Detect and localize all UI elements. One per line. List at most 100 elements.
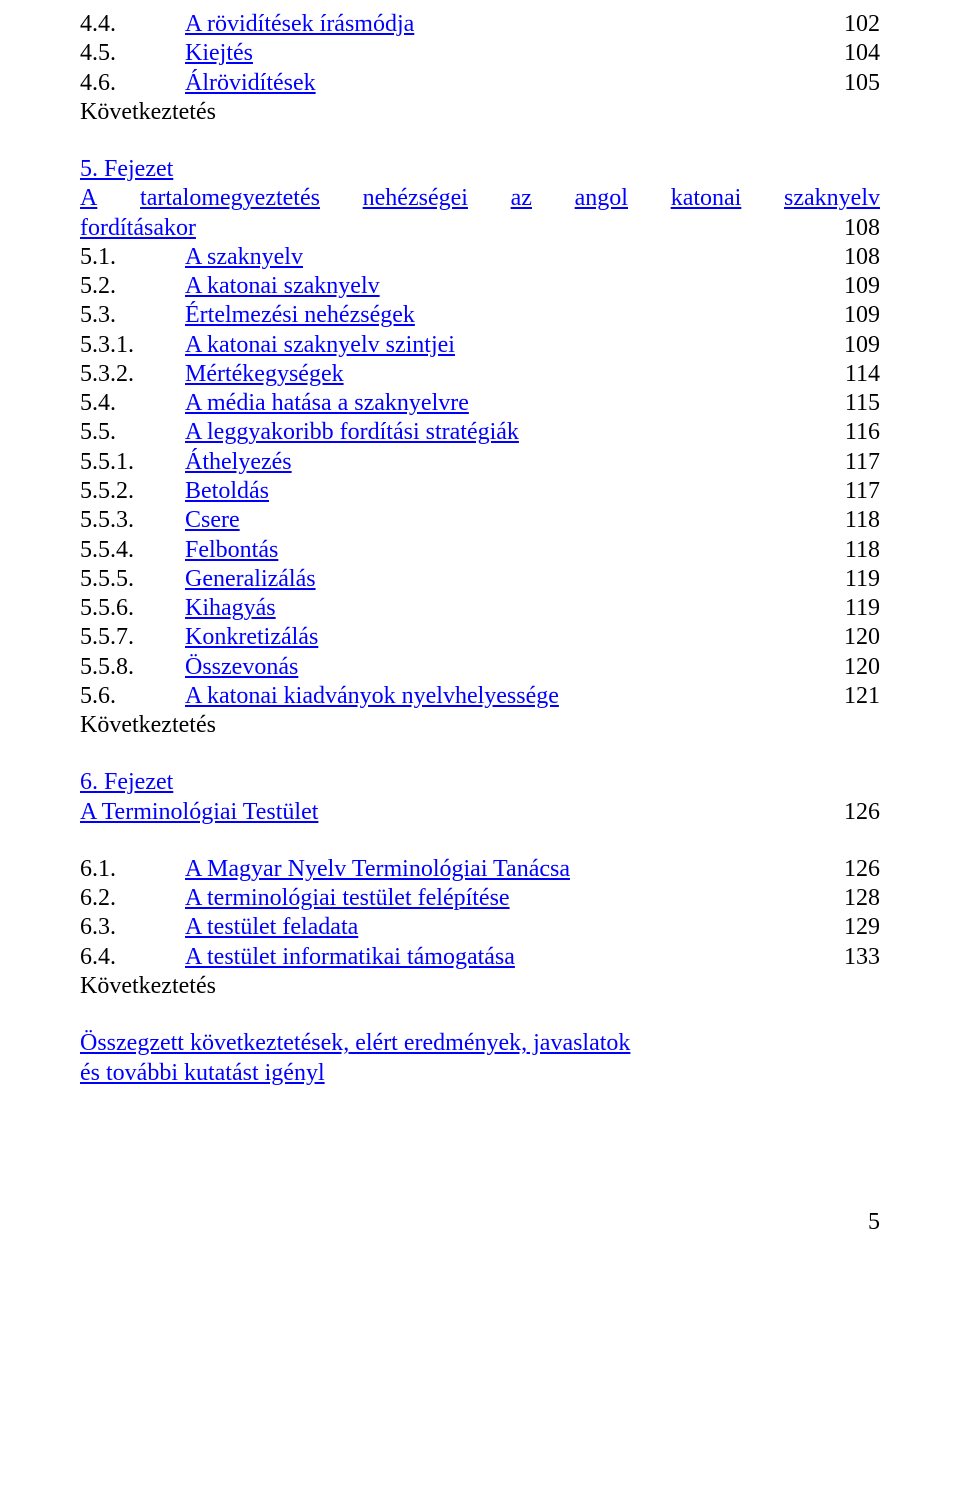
toc-page: 114 [825, 360, 880, 389]
toc-link[interactable]: A szaknyelv [185, 243, 303, 272]
toc-link[interactable]: Álrövidítések [185, 69, 316, 98]
toc-row: 5.5.1.Áthelyezés 117 [80, 448, 880, 477]
chapter-5-title-line2: fordításakor 108 [80, 214, 880, 243]
toc-link[interactable]: A leggyakoribb fordítási stratégiák [185, 418, 519, 447]
toc-link[interactable]: A katonai kiadványok nyelvhelyessége [185, 682, 559, 711]
toc-page: 115 [825, 389, 880, 418]
toc-num: 6.1. [80, 855, 185, 884]
toc-link[interactable]: Generalizálás [185, 565, 316, 594]
toc-row: 5.5.3.Csere118 [80, 506, 880, 535]
toc-row: 5.3.Értelmezési nehézségek 109 [80, 301, 880, 330]
toc-link[interactable]: A Magyar Nyelv Terminológiai Tanácsa [185, 855, 570, 884]
chapter-title-link[interactable]: A Terminológiai Testület [80, 798, 318, 827]
toc-link[interactable]: A média hatása a szaknyelvre [185, 389, 469, 418]
toc-link[interactable]: Áthelyezés [185, 448, 292, 477]
toc-page: 105 [824, 69, 880, 98]
toc-page: 104 [824, 39, 880, 68]
toc-page: 119 [825, 565, 880, 594]
toc-link[interactable]: Kiejtés [185, 39, 253, 68]
toc-link[interactable]: A katonai szaknyelv szintjei [185, 331, 455, 360]
toc-link[interactable]: Összevonás [185, 653, 298, 682]
toc-num: 5.5.8. [80, 653, 185, 682]
toc-link[interactable]: Felbontás [185, 536, 278, 565]
toc-num: 6.4. [80, 943, 185, 972]
section-footer: Következtetés [80, 711, 880, 740]
toc-num: 5.5.6. [80, 594, 185, 623]
toc-num: 4.5. [80, 39, 185, 68]
chapter-title-word[interactable]: tartalomegyeztetés [140, 184, 320, 213]
toc-num: 5.5.2. [80, 477, 185, 506]
toc-page: 109 [824, 301, 880, 330]
toc-link[interactable]: Értelmezési nehézségek [185, 301, 415, 330]
toc-num: 5.4. [80, 389, 185, 418]
toc-row: 5.5.6.Kihagyás 119 [80, 594, 880, 623]
toc-link[interactable]: Csere [185, 506, 240, 535]
toc-num: 5.3. [80, 301, 185, 330]
toc-num: 5.3.1. [80, 331, 185, 360]
toc-link[interactable]: A katonai szaknyelv [185, 272, 380, 301]
toc-num: 5.2. [80, 272, 185, 301]
chapter-title-word[interactable]: A [80, 184, 97, 213]
section-footer: Következtetés [80, 98, 880, 127]
toc-page: 120 [824, 653, 880, 682]
toc-num: 5.1. [80, 243, 185, 272]
chapter-title-last[interactable]: fordításakor [80, 214, 196, 243]
toc-page: 121 [824, 682, 880, 711]
toc-row: 5.5.7.Konkretizálás 120 [80, 623, 880, 652]
toc-row: 5.3.2.Mértékegységek114 [80, 360, 880, 389]
toc-page: 102 [824, 10, 880, 39]
chapter-6-items: 6.1.A Magyar Nyelv Terminológiai Tanácsa… [80, 855, 880, 972]
toc-num: 5.5.1. [80, 448, 185, 477]
toc-link[interactable]: A testület feladata [185, 913, 358, 942]
toc-row: 5.1.A szaknyelv108 [80, 243, 880, 272]
toc-row: 6.1.A Magyar Nyelv Terminológiai Tanácsa… [80, 855, 880, 884]
toc-page: 120 [824, 623, 880, 652]
toc-num: 5.5.7. [80, 623, 185, 652]
chapter-title-word[interactable]: nehézségei [363, 184, 468, 213]
toc-page: 119 [825, 594, 880, 623]
toc-link[interactable]: Betoldás [185, 477, 269, 506]
toc-page: 129 [824, 913, 880, 942]
toc-num: 5.6. [80, 682, 185, 711]
toc-link[interactable]: Mértékegységek [185, 360, 344, 389]
section-footer: Következtetés [80, 972, 880, 1001]
toc-page: 117 [825, 477, 880, 506]
chapter-title-word[interactable]: angol [575, 184, 628, 213]
toc-link[interactable]: Konkretizálás [185, 623, 318, 652]
toc-page: 118 [825, 506, 880, 535]
chapter-heading-link[interactable]: 6. Fejezet [80, 769, 173, 795]
toc-row: 5.5.5.Generalizálás 119 [80, 565, 880, 594]
toc-row: 5.5.A leggyakoribb fordítási stratégiák1… [80, 418, 880, 447]
toc-row: 5.5.4.Felbontás118 [80, 536, 880, 565]
toc-row: 5.6.A katonai kiadványok nyelvhelyessége… [80, 682, 880, 711]
toc-link[interactable]: A testület informatikai támogatása [185, 943, 515, 972]
toc-row: 4.4. A rövidítések írásmódja 102 [80, 10, 880, 39]
toc-page: 109 [824, 272, 880, 301]
toc-num: 4.4. [80, 10, 185, 39]
chapter-5-heading: 5. Fejezet [80, 155, 880, 184]
summary-link-line1[interactable]: Összegzett következtetések, elért eredmé… [80, 1030, 630, 1056]
toc-link[interactable]: Kihagyás [185, 594, 276, 623]
toc-page: 133 [824, 943, 880, 972]
toc-row: 6.2.A terminológiai testület felépítése1… [80, 884, 880, 913]
chapter-title-word[interactable]: szaknyelv [784, 184, 880, 213]
toc-num: 4.6. [80, 69, 185, 98]
summary-link-line2[interactable]: és további kutatást igényl [80, 1060, 325, 1086]
chapter-heading-link[interactable]: 5. Fejezet [80, 156, 173, 182]
chapter-title-page: 108 [824, 214, 880, 243]
toc-row: 5.2.A katonai szaknyelv 109 [80, 272, 880, 301]
toc-row: 5.5.8.Összevonás 120 [80, 653, 880, 682]
toc-row: 5.3.1.A katonai szaknyelv szintjei109 [80, 331, 880, 360]
toc-num: 5.5.5. [80, 565, 185, 594]
toc-num: 6.3. [80, 913, 185, 942]
chapter-title-word[interactable]: katonai [671, 184, 742, 213]
toc-page: 117 [825, 448, 880, 477]
toc-link[interactable]: A rövidítések írásmódja [185, 10, 414, 39]
toc-row: 6.3.A testület feladata 129 [80, 913, 880, 942]
chapter-title-word[interactable]: az [511, 184, 532, 213]
toc-link[interactable]: A terminológiai testület felépítése [185, 884, 510, 913]
chapter-5-items: 5.1.A szaknyelv1085.2.A katonai szaknyel… [80, 243, 880, 711]
toc-row: 5.5.2.Betoldás 117 [80, 477, 880, 506]
section-4-items: 4.4. A rövidítések írásmódja 102 4.5. Ki… [80, 10, 880, 127]
toc-row: 6.4.A testület informatikai támogatása 13… [80, 943, 880, 972]
